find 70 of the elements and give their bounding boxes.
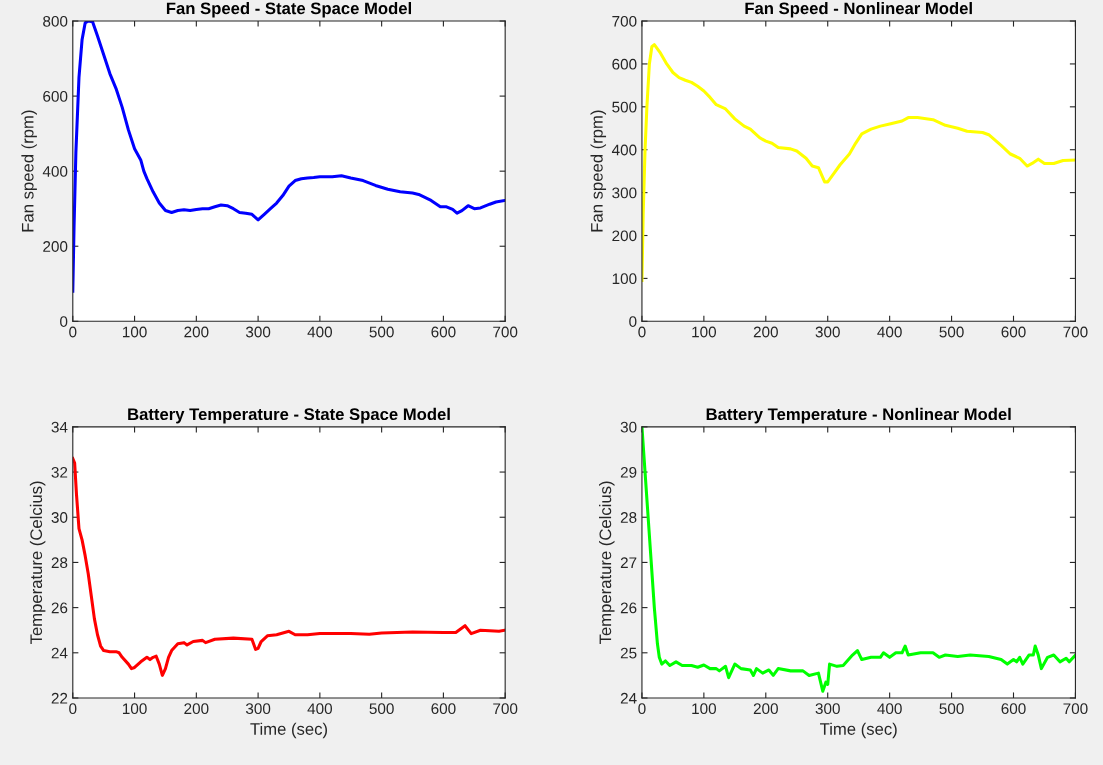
x-tick-label: 600 bbox=[431, 703, 456, 715]
y-tick-label: 26 bbox=[620, 602, 637, 614]
y-tick-label: 200 bbox=[612, 230, 637, 242]
y-tick-label: 400 bbox=[42, 166, 68, 177]
y-tick-label: 22 bbox=[51, 692, 68, 704]
x-tick-label: 600 bbox=[431, 326, 456, 338]
x-tick-label: 300 bbox=[815, 326, 840, 338]
y-axis-title: Temperature (Celcius) bbox=[29, 481, 46, 645]
x-tick-label: 400 bbox=[307, 326, 333, 338]
x-axis-title: Time (sec) bbox=[250, 722, 327, 739]
y-tick-label: 700 bbox=[612, 15, 637, 27]
x-tick-label: 500 bbox=[369, 326, 394, 338]
chart-title: Fan Speed - State Space Model bbox=[166, 2, 411, 18]
x-tick-label: 400 bbox=[877, 703, 902, 715]
x-tick-label: 100 bbox=[122, 326, 147, 338]
x-tick-label: 700 bbox=[1063, 703, 1088, 715]
y-tick-label: 800 bbox=[43, 15, 68, 27]
y-axis-title: Fan speed (rpm) bbox=[590, 110, 607, 232]
x-tick-label: 700 bbox=[1063, 326, 1088, 338]
x-tick-label: 200 bbox=[753, 703, 778, 715]
x-tick-label: 0 bbox=[638, 326, 646, 338]
y-tick-label: 600 bbox=[43, 90, 68, 102]
x-tick-label: 300 bbox=[245, 326, 271, 338]
y-tick-label: 28 bbox=[51, 557, 68, 569]
x-tick-label: 500 bbox=[939, 326, 964, 338]
x-tick-label: 200 bbox=[184, 326, 209, 338]
y-tick-label: 30 bbox=[51, 512, 68, 523]
y-tick-label: 200 bbox=[43, 241, 68, 252]
y-tick-label: 600 bbox=[612, 58, 637, 70]
x-tick-label: 400 bbox=[307, 703, 333, 715]
x-tick-label: 100 bbox=[692, 703, 717, 715]
y-tick-label: 100 bbox=[612, 273, 637, 285]
x-tick-label: 0 bbox=[69, 326, 77, 338]
y-tick-label: 26 bbox=[51, 602, 68, 614]
chart-title: Fan Speed - Nonlinear Model bbox=[745, 2, 972, 18]
y-tick-label: 28 bbox=[620, 512, 637, 523]
y-axis-title: Temperature (Celcius) bbox=[599, 481, 615, 645]
y-tick-label: 0 bbox=[629, 316, 637, 327]
y-tick-label: 300 bbox=[612, 187, 637, 199]
x-tick-label: 700 bbox=[493, 703, 518, 715]
x-tick-label: 200 bbox=[753, 326, 778, 338]
x-tick-label: 600 bbox=[1001, 703, 1026, 715]
x-tick-label: 200 bbox=[184, 703, 209, 715]
x-tick-label: 300 bbox=[245, 703, 271, 715]
x-tick-label: 300 bbox=[815, 703, 840, 715]
y-tick-label: 32 bbox=[51, 466, 68, 478]
y-tick-label: 34 bbox=[51, 421, 68, 433]
chart-title: Battery Temperature - State Space Model bbox=[128, 407, 450, 424]
chart-title: Battery Temperature - Nonlinear Model bbox=[706, 407, 1011, 424]
y-tick-label: 500 bbox=[612, 101, 637, 113]
y-tick-label: 24 bbox=[51, 647, 68, 659]
x-tick-label: 0 bbox=[69, 703, 77, 715]
x-axis-title: Time (sec) bbox=[820, 722, 897, 739]
y-tick-label: 27 bbox=[620, 557, 637, 568]
x-tick-label: 0 bbox=[638, 703, 646, 715]
x-tick-label: 600 bbox=[1001, 326, 1026, 338]
y-tick-label: 0 bbox=[60, 316, 68, 327]
y-axis-title: Fan speed (rpm) bbox=[21, 110, 37, 232]
y-tick-label: 400 bbox=[611, 144, 637, 156]
y-tick-label: 30 bbox=[620, 421, 637, 433]
line-series bbox=[72, 456, 506, 677]
y-tick-label: 25 bbox=[620, 647, 637, 659]
x-tick-label: 500 bbox=[369, 703, 394, 715]
x-tick-label: 500 bbox=[939, 703, 964, 715]
x-tick-label: 700 bbox=[493, 326, 518, 338]
y-tick-label: 24 bbox=[620, 692, 637, 704]
y-tick-label: 29 bbox=[620, 466, 637, 478]
x-tick-label: 400 bbox=[877, 326, 902, 338]
x-tick-label: 100 bbox=[122, 703, 147, 715]
x-tick-label: 100 bbox=[692, 326, 717, 338]
